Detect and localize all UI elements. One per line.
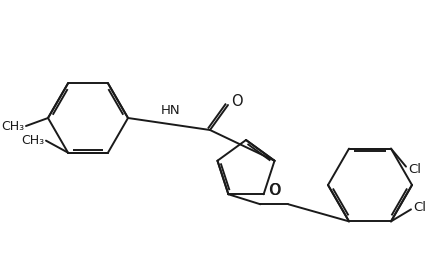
Text: Cl: Cl (413, 201, 426, 214)
Text: O: O (231, 94, 243, 108)
Text: Cl: Cl (408, 163, 421, 176)
Text: HN: HN (161, 104, 181, 117)
Text: CH₃: CH₃ (21, 134, 44, 147)
Text: O: O (268, 183, 279, 198)
Text: O: O (269, 183, 281, 198)
Text: CH₃: CH₃ (1, 120, 24, 132)
